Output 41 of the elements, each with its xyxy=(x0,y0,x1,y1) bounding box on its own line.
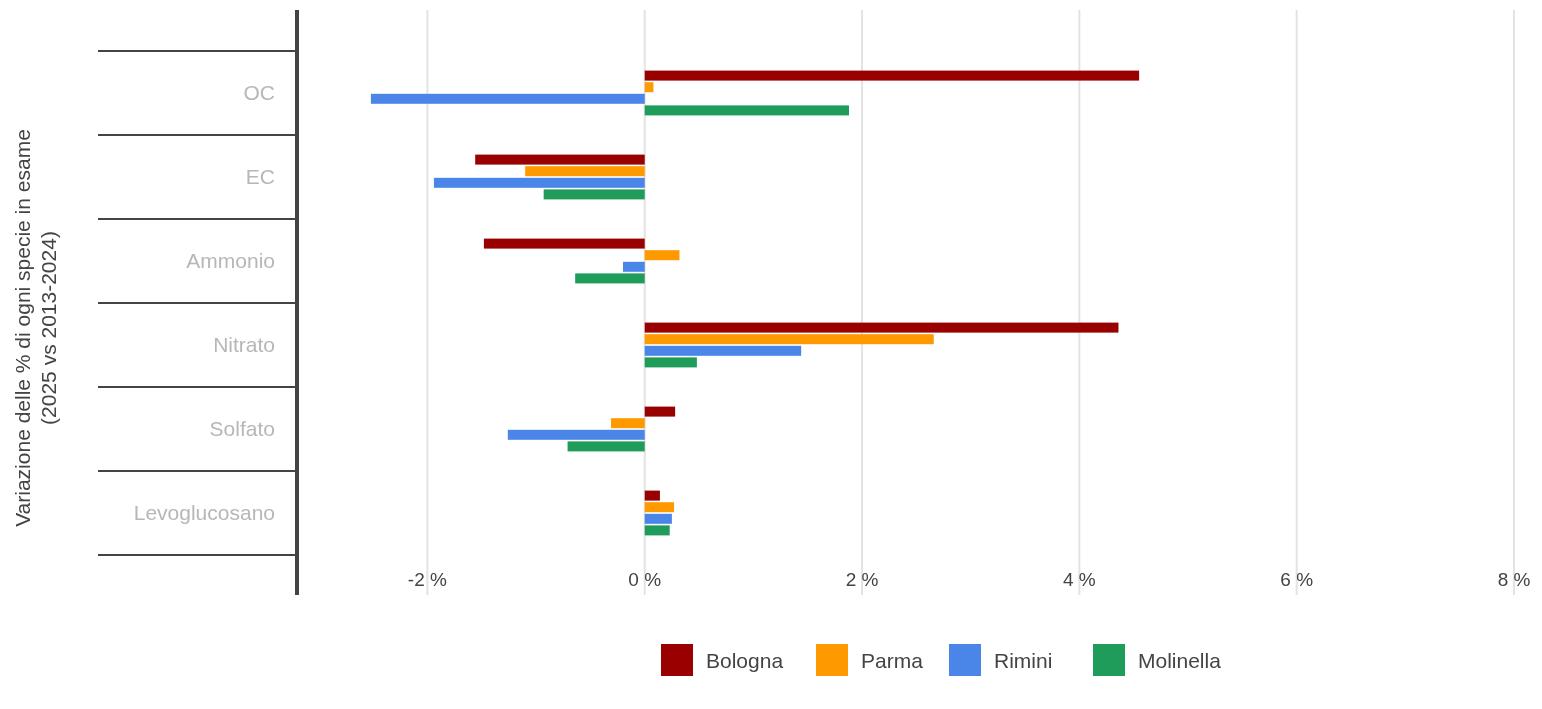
bar xyxy=(543,189,645,200)
x-tick-label: 4 % xyxy=(1062,569,1096,590)
bar xyxy=(644,490,660,501)
bar xyxy=(475,154,645,165)
x-tick-label: 6 % xyxy=(1280,569,1314,590)
legend-label: Bologna xyxy=(706,649,784,672)
bar xyxy=(567,441,645,452)
legend-label: Molinella xyxy=(1138,649,1222,672)
bar xyxy=(644,525,670,536)
bar xyxy=(644,513,672,524)
y-tick-label: Ammonio xyxy=(186,249,275,272)
bar xyxy=(644,357,697,368)
y-tick-label: EC xyxy=(245,165,275,188)
bar xyxy=(644,70,1140,81)
y-tick-label: OC xyxy=(243,81,275,104)
x-tick-label: -2 % xyxy=(407,569,448,590)
legend-label: Rimini xyxy=(994,649,1053,672)
bar xyxy=(644,105,849,116)
bar xyxy=(611,418,645,429)
y-axis-title: Variazione delle % di ogni specie in esame (2025 vs 2013-2024) xyxy=(11,129,60,527)
y-tick-label: Solfato xyxy=(209,417,275,440)
bar xyxy=(644,82,654,93)
bar xyxy=(644,345,802,356)
y-tick-label: Levoglucosano xyxy=(133,501,275,524)
bar xyxy=(433,177,645,188)
bar xyxy=(507,429,645,440)
y-tick-label: Nitrato xyxy=(213,333,275,356)
bar xyxy=(644,334,934,345)
bar xyxy=(622,261,645,272)
bar xyxy=(525,166,645,177)
bar xyxy=(575,273,645,284)
legend-label: Parma xyxy=(861,649,924,672)
bar xyxy=(644,502,675,513)
bar xyxy=(483,238,645,249)
bar xyxy=(644,406,676,417)
bar xyxy=(644,322,1119,333)
bar xyxy=(644,250,680,261)
x-tick-label: 0 % xyxy=(628,569,662,590)
bar xyxy=(370,93,645,104)
x-tick-label: 8 % xyxy=(1497,569,1531,590)
x-tick-label: 2 % xyxy=(845,569,879,590)
